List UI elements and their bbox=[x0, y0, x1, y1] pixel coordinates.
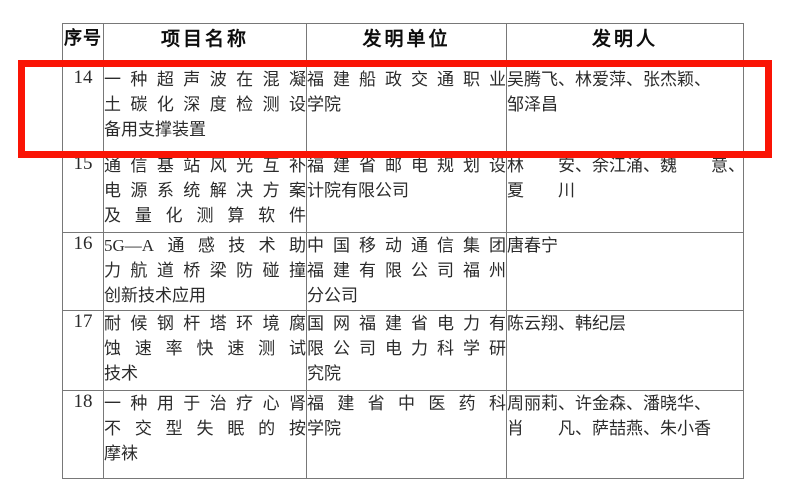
column-header-inventor: 发明人 bbox=[506, 23, 744, 67]
inventor-cell: 周丽莉、许金森、潘晓华、 肖 凡、萨喆燕、朱小香 bbox=[506, 390, 744, 479]
inventor-cell: 陈云翔、韩纪层 bbox=[506, 310, 744, 391]
project-name-cell: 通信基站风光互补 电源系统解决方案 及量化测算软件 bbox=[103, 152, 307, 233]
row-number-cell: 17 bbox=[62, 310, 104, 391]
text-line: 林 安、余江涌、魏 意、 bbox=[507, 156, 745, 175]
text-line: 吴腾飞、林爱萍、张杰颖、 bbox=[507, 70, 711, 89]
table-row: 15 通信基站风光互补 电源系统解决方案 及量化测算软件 福建省邮电规划设 计院… bbox=[62, 152, 745, 233]
text-line: 不交型失眠的按 bbox=[104, 419, 306, 438]
column-header-name: 项目名称 bbox=[103, 23, 307, 67]
project-name-cell: 一种超声波在混凝 土碳化深度检测设 备用支撑装置 bbox=[103, 66, 307, 153]
text-line: 摩袜 bbox=[104, 444, 138, 463]
text-line: 分公司 bbox=[307, 286, 358, 305]
text-line: 福建省中医药科 bbox=[307, 394, 506, 413]
inventing-org-cell: 中国移动通信集团 福建有限公司福州 分公司 bbox=[306, 232, 507, 311]
text-line: 国网福建省电力有 bbox=[307, 314, 506, 333]
text-line: 耐候钢杆塔环境腐 bbox=[104, 314, 306, 333]
text-line: 力航道桥梁防碰撞 bbox=[104, 261, 306, 280]
text-line: 备用支撑装置 bbox=[104, 120, 206, 139]
table-row: 18 一种用于治疗心肾 不交型失眠的按 摩袜 福建省中医药科 学院 周丽莉、许金… bbox=[62, 390, 744, 479]
text-line: 陈云翔、韩纪层 bbox=[507, 314, 626, 333]
row-number-cell: 18 bbox=[62, 390, 104, 479]
column-header-org: 发明单位 bbox=[306, 23, 507, 67]
text-line: 周丽莉、许金森、潘晓华、 bbox=[507, 394, 711, 413]
table-row: 14 一种超声波在混凝 土碳化深度检测设 备用支撑装置 福建船政交通职业 学院 … bbox=[62, 66, 744, 153]
award-project-table: 序号 项目名称 发明单位 发明人 14 一种超声波在混凝 土碳化深度检测设 备用… bbox=[62, 23, 745, 479]
project-name-cell: 一种用于治疗心肾 不交型失眠的按 摩袜 bbox=[103, 390, 307, 479]
inventing-org-cell: 国网福建省电力有 限公司电力科学研 究院 bbox=[306, 310, 507, 391]
table-header-row: 序号 项目名称 发明单位 发明人 bbox=[62, 23, 744, 67]
table-row: 17 耐候钢杆塔环境腐 蚀速率快速测试 技术 国网福建省电力有 限公司电力科学研… bbox=[62, 310, 744, 391]
text-line: 肖 凡、萨喆燕、朱小香 bbox=[507, 419, 711, 438]
text-line: 一种用于治疗心肾 bbox=[104, 394, 306, 413]
text-line: 唐春宁 bbox=[507, 236, 558, 255]
column-header-no: 序号 bbox=[62, 23, 104, 67]
text-line: 创新技术应用 bbox=[104, 286, 206, 305]
inventor-cell: 吴腾飞、林爱萍、张杰颖、 邹泽昌 bbox=[506, 66, 744, 153]
text-line: 计院有限公司 bbox=[307, 181, 409, 200]
row-number-cell: 16 bbox=[62, 232, 104, 311]
text-line: 学院 bbox=[307, 95, 341, 114]
text-line: 电源系统解决方案 bbox=[104, 181, 306, 200]
text-line: 福建有限公司福州 bbox=[307, 261, 506, 280]
text-line: 邹泽昌 bbox=[507, 95, 558, 114]
inventor-cell: 唐春宁 bbox=[506, 232, 744, 311]
text-line: 限公司电力科学研 bbox=[307, 339, 506, 358]
row-number-cell: 14 bbox=[62, 66, 104, 153]
project-name-cell: 5G—A通感技术助 力航道桥梁防碰撞 创新技术应用 bbox=[103, 232, 307, 311]
text-line: 蚀速率快速测试 bbox=[104, 339, 306, 358]
text-line: 究院 bbox=[307, 364, 341, 383]
row-number-cell: 15 bbox=[62, 152, 104, 233]
inventing-org-cell: 福建船政交通职业 学院 bbox=[306, 66, 507, 153]
text-line: 学院 bbox=[307, 419, 341, 438]
inventor-cell: 林 安、余江涌、魏 意、 夏 川 bbox=[506, 152, 745, 233]
text-line: 土碳化深度检测设 bbox=[104, 95, 306, 114]
text-line: 福建省邮电规划设 bbox=[307, 156, 506, 175]
text-line: 5G—A通感技术助 bbox=[104, 236, 306, 255]
table-row: 16 5G—A通感技术助 力航道桥梁防碰撞 创新技术应用 中国移动通信集团 福建… bbox=[62, 232, 744, 311]
text-line: 福建船政交通职业 bbox=[307, 70, 506, 89]
text-line: 及量化测算软件 bbox=[104, 206, 306, 225]
text-line: 通信基站风光互补 bbox=[104, 156, 306, 175]
project-name-cell: 耐候钢杆塔环境腐 蚀速率快速测试 技术 bbox=[103, 310, 307, 391]
text-line: 一种超声波在混凝 bbox=[104, 70, 306, 89]
text-line: 夏 川 bbox=[507, 181, 575, 200]
text-line: 中国移动通信集团 bbox=[307, 236, 506, 255]
text-line: 技术 bbox=[104, 364, 138, 383]
inventing-org-cell: 福建省中医药科 学院 bbox=[306, 390, 507, 479]
inventing-org-cell: 福建省邮电规划设 计院有限公司 bbox=[306, 152, 507, 233]
